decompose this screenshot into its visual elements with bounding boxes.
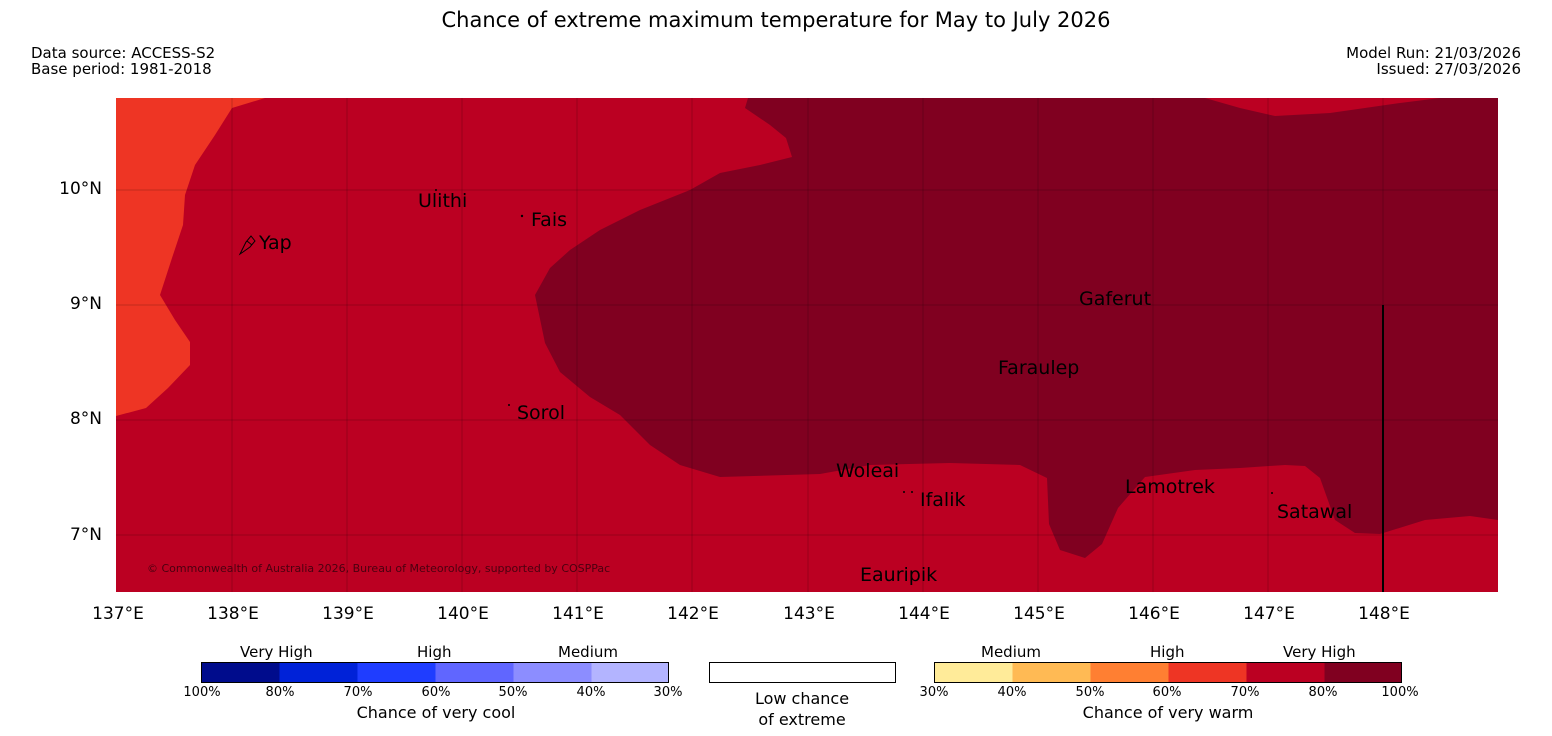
lat-label-7n: 7°N bbox=[69, 525, 102, 545]
warm-swatch-50-60 bbox=[1090, 662, 1169, 683]
cool-heading-medium: Medium bbox=[558, 643, 618, 661]
cool-swatch-60-50 bbox=[435, 662, 514, 683]
yap-island-outline bbox=[238, 235, 256, 256]
base-period-text: Base period: 1981-2018 bbox=[31, 60, 212, 78]
cool-tick-60: 60% bbox=[421, 685, 451, 700]
lat-label-9n: 9°N bbox=[69, 294, 102, 314]
gridlines bbox=[116, 98, 1498, 592]
lon-label-145e: 145°E bbox=[1013, 604, 1065, 624]
lon-label-138e: 138°E bbox=[207, 604, 259, 624]
lon-label-139e: 139°E bbox=[322, 604, 374, 624]
place-label-yap: Yap bbox=[259, 232, 292, 254]
cool-legend-caption: Chance of very cool bbox=[356, 703, 516, 722]
lon-label-147e: 147°E bbox=[1243, 604, 1295, 624]
model-run-text: Model Run: 21/03/2026 bbox=[1346, 44, 1521, 62]
warm-tick-50: 50% bbox=[1075, 685, 1105, 700]
warm-heading-medium: Medium bbox=[981, 643, 1041, 661]
cool-tick-30: 30% bbox=[653, 685, 683, 700]
lon-label-143e: 143°E bbox=[783, 604, 835, 624]
warm-tick-40: 40% bbox=[997, 685, 1027, 700]
cool-heading-very-high: Very High bbox=[240, 643, 313, 661]
lon-label-141e: 141°E bbox=[552, 604, 604, 624]
region-60-70 bbox=[116, 98, 265, 416]
cool-colorbar bbox=[201, 662, 669, 683]
cool-tick-80: 80% bbox=[265, 685, 295, 700]
warm-tick-100: 100% bbox=[1381, 685, 1419, 700]
place-label-sorol: Sorol bbox=[517, 402, 565, 424]
cool-swatch-80-70 bbox=[279, 662, 358, 683]
cool-heading-high: High bbox=[417, 643, 452, 661]
region-80-100 bbox=[535, 98, 1498, 558]
place-label-satawal: Satawal bbox=[1277, 501, 1353, 523]
place-label-ifalik: Ifalik bbox=[920, 489, 966, 511]
lon-label-140e: 140°E bbox=[437, 604, 489, 624]
copyright-notice: © Commonwealth of Australia 2026, Bureau… bbox=[147, 562, 611, 575]
warm-swatch-70-80 bbox=[1246, 662, 1325, 683]
warm-colorbar bbox=[934, 662, 1402, 683]
place-label-fais: Fais bbox=[531, 209, 568, 231]
lon-label-148e: 148°E bbox=[1358, 604, 1410, 624]
lon-label-144e: 144°E bbox=[898, 604, 950, 624]
place-label-eauripik: Eauripik bbox=[860, 564, 938, 586]
chart-title: Chance of extreme maximum temperature fo… bbox=[441, 8, 1111, 32]
warm-tick-70: 70% bbox=[1230, 685, 1260, 700]
place-label-woleai: Woleai bbox=[836, 460, 900, 482]
lon-label-142e: 142°E bbox=[667, 604, 719, 624]
warm-tick-30: 30% bbox=[919, 685, 949, 700]
lon-label-137e: 137°E bbox=[92, 604, 144, 624]
place-label-faraulep: Faraulep bbox=[998, 357, 1080, 379]
low-chance-caption-line2: of extreme bbox=[758, 710, 846, 729]
cool-tick-50: 50% bbox=[498, 685, 528, 700]
warm-legend-caption: Chance of very warm bbox=[1082, 703, 1254, 722]
cool-tick-40: 40% bbox=[576, 685, 606, 700]
lat-label-10n: 10°N bbox=[59, 179, 102, 199]
warm-swatch-60-70 bbox=[1168, 662, 1247, 683]
low-chance-swatch bbox=[709, 662, 896, 683]
cool-tick-100: 100% bbox=[183, 685, 221, 700]
warm-tick-80: 80% bbox=[1308, 685, 1338, 700]
meta-right: Model Run: 21/03/2026 Issued: 27/03/2026 bbox=[1346, 45, 1521, 77]
cool-swatch-100-80 bbox=[201, 662, 280, 683]
cool-swatch-50-40 bbox=[513, 662, 592, 683]
cool-tick-70: 70% bbox=[343, 685, 373, 700]
cool-swatch-70-60 bbox=[357, 662, 436, 683]
meta-left: Data source: ACCESS-S2 Base period: 1981… bbox=[31, 45, 215, 77]
atoll-markers bbox=[435, 189, 1273, 494]
low-chance-caption: Low chance of extreme bbox=[702, 688, 902, 730]
warm-heading-very-high: Very High bbox=[1283, 643, 1356, 661]
cool-swatch-40-30 bbox=[591, 662, 669, 683]
warm-swatch-80-100 bbox=[1324, 662, 1402, 683]
place-label-lamotrek: Lamotrek bbox=[1125, 476, 1215, 498]
place-label-gaferut: Gaferut bbox=[1079, 288, 1152, 310]
low-chance-caption-line1: Low chance bbox=[754, 689, 850, 708]
warm-swatch-30-40 bbox=[934, 662, 1013, 683]
data-source-text: Data source: ACCESS-S2 bbox=[31, 44, 216, 62]
place-label-ulithi: Ulithi bbox=[418, 190, 468, 212]
lon-label-146e: 146°E bbox=[1128, 604, 1180, 624]
warm-swatch-40-50 bbox=[1012, 662, 1091, 683]
lat-label-8n: 8°N bbox=[69, 409, 102, 429]
warm-heading-high: High bbox=[1150, 643, 1185, 661]
warm-tick-60: 60% bbox=[1152, 685, 1182, 700]
issued-text: Issued: 27/03/2026 bbox=[1376, 60, 1521, 78]
